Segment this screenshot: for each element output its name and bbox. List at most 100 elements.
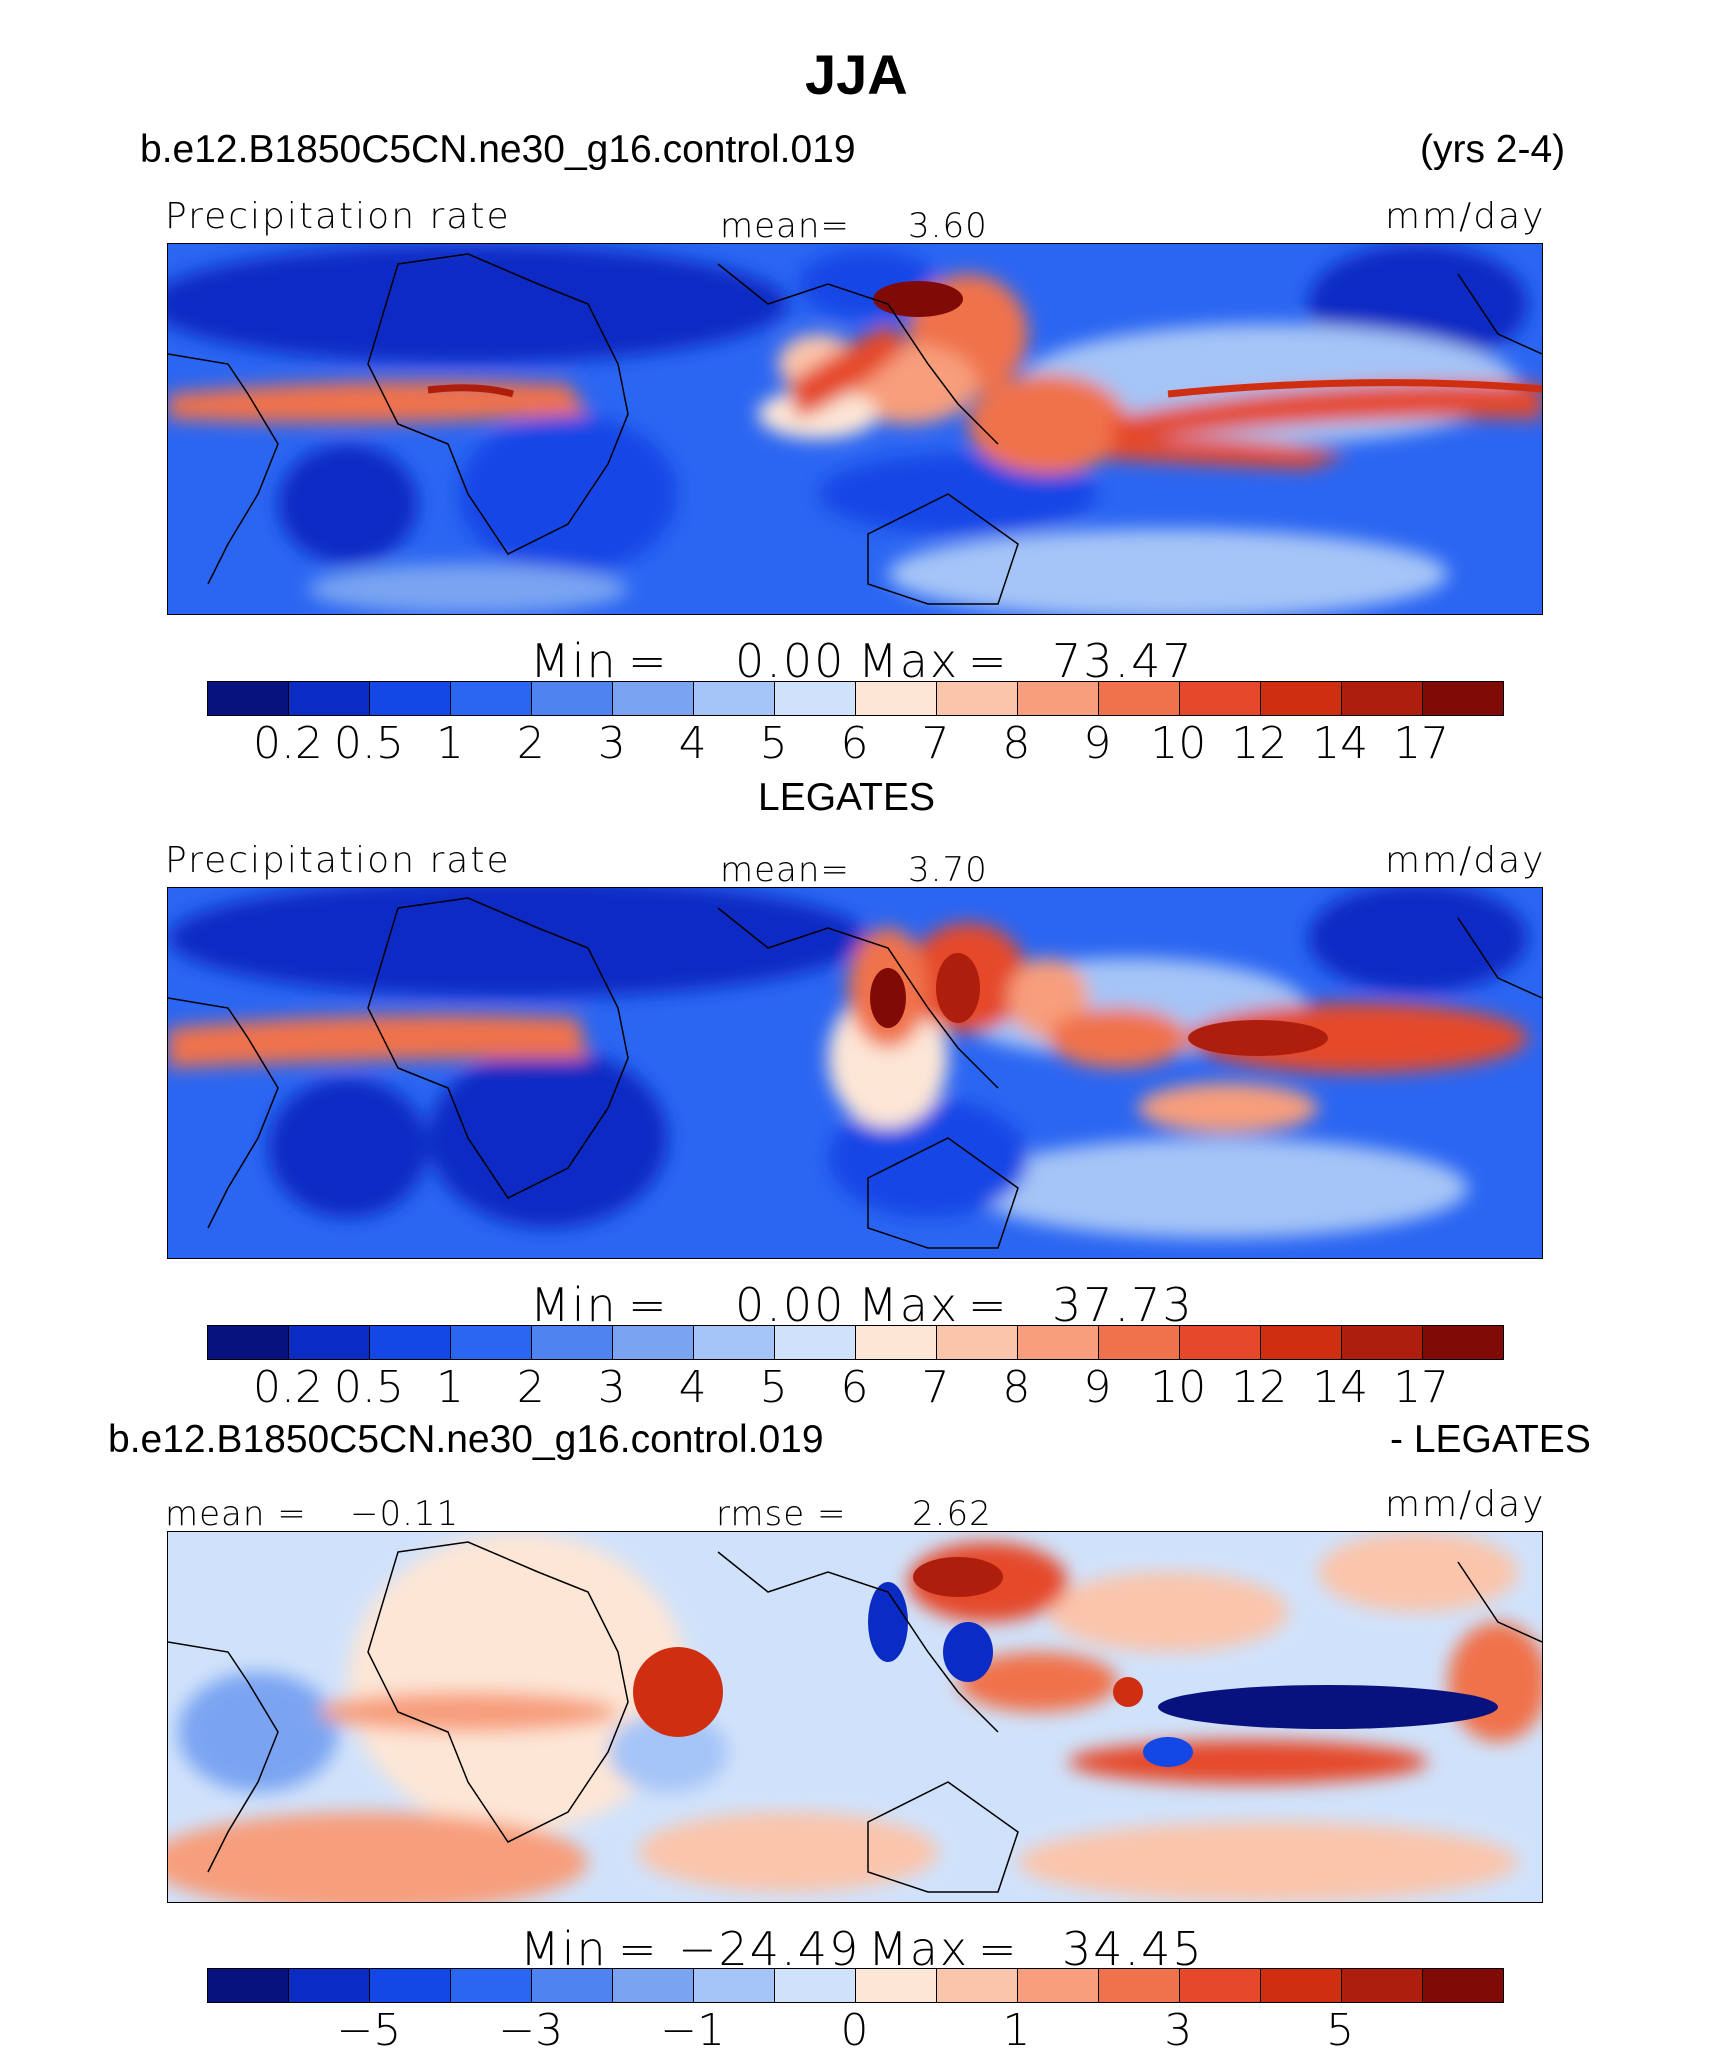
colorbar-tick-label: 3 <box>1164 2005 1193 2056</box>
colorbar-swatch <box>937 1969 1018 2002</box>
colorbar-swatch <box>1423 682 1503 715</box>
colorbar-swatch <box>694 1326 775 1359</box>
colorbar-swatch <box>1423 1969 1503 2002</box>
colorbar-swatch <box>856 682 937 715</box>
panel3-max-label: Max <box>868 1922 970 1976</box>
colorbar-tick-label: 1 <box>435 718 464 769</box>
colorbar-swatch <box>613 682 694 715</box>
colorbar-tick-label: 3 <box>597 718 626 769</box>
panel2-obs-precip-map <box>167 887 1543 1259</box>
colorbar-swatch <box>1180 1969 1261 2002</box>
panel2-case-name: LEGATES <box>758 776 936 819</box>
colorbar-swatch <box>937 1326 1018 1359</box>
colorbar-tick-label: 5 <box>1326 2005 1355 2056</box>
colorbar-swatch <box>370 1326 451 1359</box>
colorbar-tick-label: 6 <box>840 718 869 769</box>
panel1-mean-label: mean= <box>720 206 850 246</box>
panel3-max-eq: = <box>978 1922 1019 1976</box>
panel3-minus-obs: - LEGATES <box>1390 1418 1591 1461</box>
colorbar-tick-label: 10 <box>1150 1362 1207 1413</box>
panel2-variable: Precipitation rate <box>165 840 511 881</box>
figure-title: JJA <box>805 43 908 106</box>
panel2-units: mm/day <box>1385 840 1546 881</box>
panel3-min-eq: = <box>618 1922 659 1976</box>
colorbar-swatch <box>451 1969 532 2002</box>
colorbar-swatch <box>370 682 451 715</box>
panel2-min-value: 0.00 <box>735 1278 846 1332</box>
panel1-min-value: 0.00 <box>735 634 846 688</box>
panel3-min-label: Min <box>520 1922 608 1976</box>
colorbar-swatch <box>532 1326 613 1359</box>
colorbar-swatch <box>613 1326 694 1359</box>
panel1-model-precip-map <box>167 243 1543 615</box>
colorbar-swatch <box>289 1326 370 1359</box>
colorbar-tick-label: 7 <box>921 1362 950 1413</box>
colorbar-swatch <box>1180 682 1261 715</box>
panel1-case-name: b.e12.B1850C5CN.ne30_g16.control.019 <box>140 128 856 171</box>
colorbar-swatch <box>1180 1326 1261 1359</box>
colorbar-tick-label: 0.5 <box>333 718 404 769</box>
panel3-colorbar-ticks: −5 −3 −1 0 1 3 5 <box>0 2005 1710 2060</box>
colorbar-swatch <box>532 682 613 715</box>
colorbar-swatch <box>208 682 289 715</box>
colorbar-swatch <box>937 682 1018 715</box>
colorbar-swatch <box>532 1969 613 2002</box>
colorbar-tick-label: 8 <box>1002 718 1031 769</box>
panel1-units: mm/day <box>1385 196 1546 237</box>
colorbar-tick-label: 7 <box>921 718 950 769</box>
colorbar-tick-label: 3 <box>597 1362 626 1413</box>
panel2-max-label: Max <box>858 1278 960 1332</box>
colorbar-swatch <box>208 1326 289 1359</box>
colorbar-swatch <box>208 1969 289 2002</box>
colorbar-swatch <box>694 1969 775 2002</box>
colorbar-swatch <box>1018 1326 1099 1359</box>
colorbar-swatch <box>1261 1969 1342 2002</box>
colorbar-tick-label: −5 <box>336 2005 402 2056</box>
colorbar-tick-label: 1 <box>1002 2005 1031 2056</box>
colorbar-swatch <box>289 1969 370 2002</box>
colorbar-tick-label: 0.5 <box>333 1362 404 1413</box>
colorbar-tick-label: 12 <box>1231 718 1288 769</box>
colorbar-swatch <box>1261 682 1342 715</box>
colorbar-swatch <box>775 1326 856 1359</box>
colorbar-tick-label: 4 <box>678 718 707 769</box>
colorbar-swatch <box>1018 1969 1099 2002</box>
panel3-difference-map <box>167 1531 1543 1903</box>
colorbar-tick-label: 8 <box>1002 1362 1031 1413</box>
colorbar-swatch <box>613 1969 694 2002</box>
panel1-max-label: Max <box>858 634 960 688</box>
colorbar-tick-label: 5 <box>759 1362 788 1413</box>
panel3-case-name: b.e12.B1850C5CN.ne30_g16.control.019 <box>108 1418 824 1461</box>
colorbar-tick-label: 9 <box>1083 718 1112 769</box>
colorbar-swatch <box>1018 682 1099 715</box>
panel2-colorbar-ticks: 0.2 0.5 1 2 3 4 5 6 7 8 9 10 12 14 17 <box>0 1362 1710 1413</box>
colorbar-swatch <box>694 682 775 715</box>
colorbar-tick-label: 1 <box>435 1362 464 1413</box>
panel3-mean-value: −0.11 <box>350 1494 460 1534</box>
colorbar-tick-label: 6 <box>840 1362 869 1413</box>
colorbar-swatch <box>370 1969 451 2002</box>
colorbar-swatch <box>1261 1326 1342 1359</box>
panel3-max-value: 34.45 <box>1062 1922 1204 1976</box>
colorbar-swatch <box>1099 682 1180 715</box>
panel2-min-label: Min <box>530 1278 618 1332</box>
colorbar-tick-label: 2 <box>516 718 545 769</box>
colorbar-swatch <box>775 1969 856 2002</box>
panel1-min-label: Min <box>530 634 618 688</box>
panel1-mean-value: 3.60 <box>908 206 988 246</box>
colorbar-tick-label: −3 <box>498 2005 564 2056</box>
panel2-min-eq: = <box>628 1278 669 1332</box>
colorbar-swatch <box>775 682 856 715</box>
panel2-mean-value: 3.70 <box>908 850 988 890</box>
colorbar-swatch <box>289 682 370 715</box>
panel1-colorbar <box>207 681 1504 716</box>
colorbar-tick-label: 17 <box>1393 718 1450 769</box>
panel1-variable: Precipitation rate <box>165 196 511 237</box>
panel1-max-value: 73.47 <box>1052 634 1194 688</box>
panel3-mean-label: mean = <box>165 1494 307 1534</box>
colorbar-swatch <box>1099 1969 1180 2002</box>
panel3-units: mm/day <box>1385 1484 1546 1525</box>
colorbar-swatch <box>856 1969 937 2002</box>
panel3-colorbar <box>207 1968 1504 2003</box>
colorbar-tick-label: 10 <box>1150 718 1207 769</box>
